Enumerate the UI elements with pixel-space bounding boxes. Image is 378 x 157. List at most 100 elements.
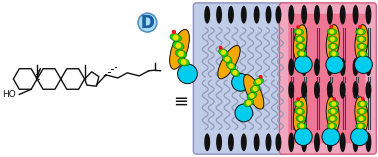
Ellipse shape xyxy=(340,58,345,76)
Ellipse shape xyxy=(218,49,228,56)
Ellipse shape xyxy=(244,99,254,106)
Circle shape xyxy=(178,64,197,84)
Ellipse shape xyxy=(228,133,234,151)
Circle shape xyxy=(332,51,336,56)
Ellipse shape xyxy=(340,81,345,99)
Ellipse shape xyxy=(178,58,189,66)
Ellipse shape xyxy=(357,108,367,114)
Circle shape xyxy=(332,102,336,106)
Ellipse shape xyxy=(295,108,305,115)
Ellipse shape xyxy=(356,123,365,129)
Ellipse shape xyxy=(297,123,307,129)
Ellipse shape xyxy=(358,101,367,107)
Circle shape xyxy=(296,102,301,106)
Ellipse shape xyxy=(216,133,222,151)
Ellipse shape xyxy=(314,5,320,25)
Circle shape xyxy=(138,13,157,32)
Ellipse shape xyxy=(293,97,307,132)
Circle shape xyxy=(330,116,335,121)
Circle shape xyxy=(299,51,304,56)
Ellipse shape xyxy=(173,42,184,50)
Circle shape xyxy=(296,97,300,101)
Ellipse shape xyxy=(356,115,366,122)
Circle shape xyxy=(175,43,181,49)
Ellipse shape xyxy=(314,132,320,152)
Ellipse shape xyxy=(327,58,333,76)
Circle shape xyxy=(181,59,187,65)
Circle shape xyxy=(299,123,304,128)
Ellipse shape xyxy=(301,5,307,25)
Ellipse shape xyxy=(357,43,367,50)
Ellipse shape xyxy=(353,5,358,25)
Circle shape xyxy=(358,29,363,34)
Circle shape xyxy=(297,37,302,41)
Circle shape xyxy=(246,100,251,105)
Circle shape xyxy=(322,128,340,146)
Circle shape xyxy=(221,50,226,55)
Circle shape xyxy=(172,30,176,34)
Ellipse shape xyxy=(254,133,260,151)
Circle shape xyxy=(332,97,336,101)
Ellipse shape xyxy=(328,36,337,42)
Ellipse shape xyxy=(247,92,257,100)
Circle shape xyxy=(256,79,261,84)
Ellipse shape xyxy=(170,29,189,69)
Ellipse shape xyxy=(276,6,281,24)
Ellipse shape xyxy=(294,101,304,107)
Ellipse shape xyxy=(226,62,236,70)
Circle shape xyxy=(358,25,362,29)
Circle shape xyxy=(178,51,184,57)
Text: D: D xyxy=(141,14,154,32)
Ellipse shape xyxy=(250,85,260,92)
Ellipse shape xyxy=(218,46,240,79)
Ellipse shape xyxy=(301,81,307,99)
Circle shape xyxy=(330,29,334,34)
Ellipse shape xyxy=(314,58,320,76)
Circle shape xyxy=(359,109,364,114)
Circle shape xyxy=(259,75,263,79)
Circle shape xyxy=(249,93,254,98)
Ellipse shape xyxy=(314,81,320,99)
Circle shape xyxy=(326,56,344,73)
Circle shape xyxy=(360,102,365,106)
Ellipse shape xyxy=(358,51,367,57)
Ellipse shape xyxy=(288,81,294,99)
Ellipse shape xyxy=(296,43,305,50)
Text: ≡: ≡ xyxy=(174,93,189,111)
Ellipse shape xyxy=(254,6,260,24)
Ellipse shape xyxy=(266,133,271,151)
Ellipse shape xyxy=(327,123,337,129)
Circle shape xyxy=(359,44,364,49)
Ellipse shape xyxy=(366,81,371,99)
Ellipse shape xyxy=(353,81,358,99)
Ellipse shape xyxy=(327,132,333,152)
Circle shape xyxy=(360,51,365,56)
FancyBboxPatch shape xyxy=(279,3,376,154)
Ellipse shape xyxy=(230,69,240,76)
Text: D: D xyxy=(141,14,154,32)
FancyBboxPatch shape xyxy=(194,3,288,154)
Ellipse shape xyxy=(356,29,366,35)
Ellipse shape xyxy=(241,133,247,151)
Circle shape xyxy=(361,97,365,101)
Ellipse shape xyxy=(288,132,294,152)
Circle shape xyxy=(225,57,230,62)
Ellipse shape xyxy=(243,75,264,109)
Circle shape xyxy=(138,13,157,32)
FancyBboxPatch shape xyxy=(288,14,366,143)
Ellipse shape xyxy=(366,132,371,152)
Ellipse shape xyxy=(241,6,247,24)
Ellipse shape xyxy=(329,51,339,57)
Ellipse shape xyxy=(276,133,281,151)
Circle shape xyxy=(219,46,223,50)
Ellipse shape xyxy=(327,29,337,35)
Ellipse shape xyxy=(301,58,307,76)
Ellipse shape xyxy=(204,6,210,24)
Ellipse shape xyxy=(326,25,339,60)
Ellipse shape xyxy=(353,58,358,76)
Ellipse shape xyxy=(297,50,307,57)
Circle shape xyxy=(294,128,312,146)
Ellipse shape xyxy=(175,50,187,58)
Ellipse shape xyxy=(216,6,222,24)
Text: HO: HO xyxy=(3,90,16,99)
